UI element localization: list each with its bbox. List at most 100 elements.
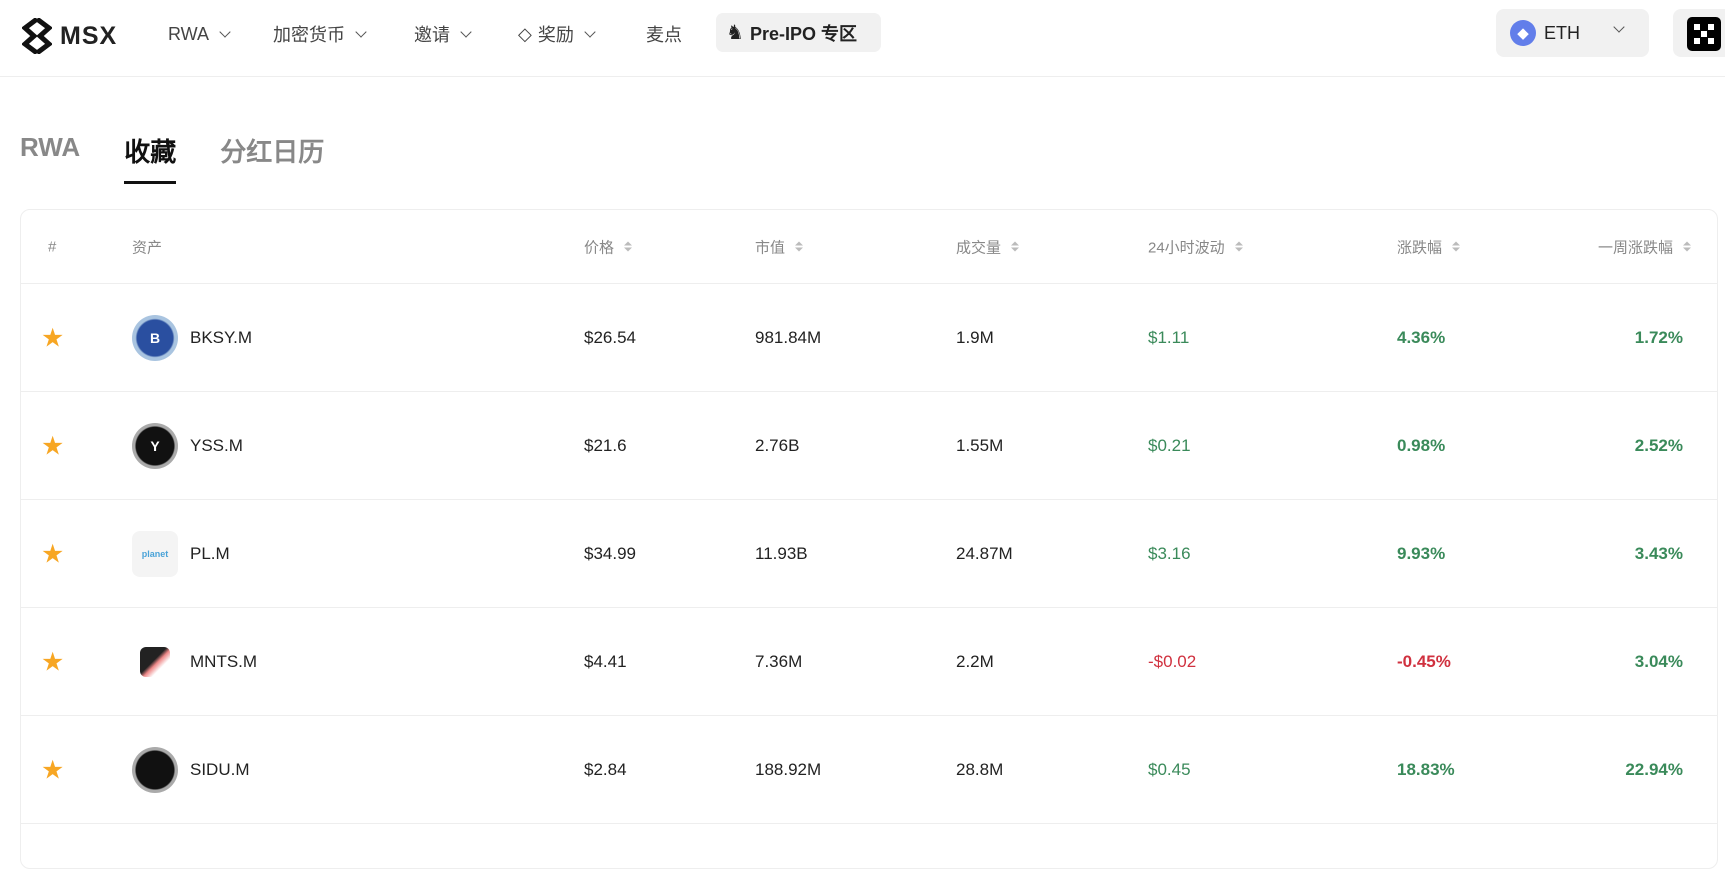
market-cap: 981.84M bbox=[755, 327, 822, 347]
change-24h: $1.11 bbox=[1148, 327, 1190, 347]
sort-icon[interactable] bbox=[1011, 241, 1020, 252]
week-change: 1.72% bbox=[1634, 327, 1683, 347]
asset-logo: Y bbox=[132, 422, 178, 469]
wallet-button[interactable] bbox=[1673, 9, 1725, 57]
asset-logo: B bbox=[132, 314, 178, 361]
asset-cell[interactable]: SIDU.M bbox=[132, 746, 250, 793]
preipo-label: Pre-IPO 专区 bbox=[749, 23, 857, 44]
nav-rewards[interactable]: ◇ 奖励 bbox=[518, 20, 598, 48]
market-cap: 2.76B bbox=[755, 435, 800, 455]
sort-icon[interactable] bbox=[1452, 241, 1461, 252]
chevron-down-icon bbox=[355, 26, 367, 38]
pct-change: 9.93% bbox=[1397, 543, 1446, 563]
header-week-change[interactable]: 一周涨跌幅 bbox=[1598, 236, 1691, 257]
volume: 24.87M bbox=[956, 543, 1013, 563]
asset-symbol: SIDU.M bbox=[190, 759, 250, 779]
favorite-star-icon[interactable]: ★ bbox=[41, 538, 65, 568]
asset-cell[interactable]: MNTS.M bbox=[132, 639, 257, 685]
pct-change: -0.45% bbox=[1397, 651, 1451, 671]
favorite-star-icon[interactable]: ★ bbox=[41, 646, 65, 676]
header-label: 一周涨跌幅 bbox=[1597, 239, 1673, 256]
asset-logo bbox=[132, 746, 178, 793]
diamond-icon: ◇ bbox=[518, 23, 532, 44]
chevron-down-icon bbox=[460, 26, 472, 38]
header-label: 24小时波动 bbox=[1148, 239, 1225, 256]
top-nav: MSX RWA 加密货币 邀请 ◇ 奖励 麦点 ♞ Pre-IPO 专区 ◆ ETH bbox=[0, 0, 1725, 77]
table-row[interactable]: ★ SIDU.M $2.84 188.92M 28.8M $0.45 18.83… bbox=[21, 716, 1717, 824]
header-volume[interactable]: 成交量 bbox=[956, 236, 1020, 257]
price: $2.84 bbox=[584, 759, 627, 779]
network-selector[interactable]: ◆ ETH bbox=[1496, 9, 1649, 57]
header-asset: 资产 bbox=[132, 236, 162, 257]
asset-symbol: PL.M bbox=[190, 543, 230, 563]
chevron-down-icon bbox=[584, 26, 596, 38]
nav-invite-label: 邀请 bbox=[414, 25, 450, 45]
header-label: 涨跌幅 bbox=[1397, 239, 1443, 256]
tab-rwa[interactable]: RWA bbox=[20, 132, 81, 162]
favorite-star-icon[interactable]: ★ bbox=[41, 754, 65, 784]
tab-dividend-calendar[interactable]: 分红日历 bbox=[220, 137, 325, 167]
sort-icon[interactable] bbox=[1234, 241, 1243, 252]
market-cap: 7.36M bbox=[755, 651, 803, 671]
volume: 1.55M bbox=[956, 435, 1004, 455]
chevron-down-icon bbox=[1613, 21, 1625, 33]
header-label: # bbox=[48, 238, 57, 255]
table-row[interactable]: ★ Y YSS.M $21.6 2.76B 1.55M $0.21 0.98% … bbox=[21, 392, 1717, 500]
asset-symbol: YSS.M bbox=[190, 435, 243, 455]
volume: 28.8M bbox=[956, 759, 1004, 779]
volume: 1.9M bbox=[956, 327, 994, 347]
tab-favorites[interactable]: 收藏 bbox=[124, 132, 177, 184]
favorite-star-icon[interactable]: ★ bbox=[41, 430, 65, 460]
nav-rwa-label: RWA bbox=[168, 23, 210, 44]
header-label: 成交量 bbox=[956, 239, 1002, 256]
asset-cell[interactable]: planet PL.M bbox=[132, 530, 230, 577]
change-24h: $3.16 bbox=[1148, 543, 1191, 563]
week-change: 22.94% bbox=[1625, 759, 1683, 779]
header-24h-change[interactable]: 24小时波动 bbox=[1148, 236, 1243, 257]
msx-logo[interactable]: MSX bbox=[22, 18, 117, 54]
nav-crypto[interactable]: 加密货币 bbox=[273, 20, 369, 48]
asset-symbol: MNTS.M bbox=[190, 651, 258, 671]
sort-icon[interactable] bbox=[795, 241, 804, 252]
nav-rwa[interactable]: RWA bbox=[168, 20, 233, 48]
nav-points[interactable]: 麦点 bbox=[646, 20, 682, 48]
network-label: ETH bbox=[1544, 22, 1580, 43]
change-24h: -$0.02 bbox=[1148, 651, 1197, 671]
header-market-cap[interactable]: 市值 bbox=[755, 236, 804, 257]
week-change: 3.43% bbox=[1634, 543, 1683, 563]
favorite-star-icon[interactable]: ★ bbox=[41, 322, 65, 352]
asset-cell[interactable]: B BKSY.M bbox=[132, 314, 253, 361]
table-row[interactable]: ★ MNTS.M $4.41 7.36M 2.2M -$0.02 -0.45% … bbox=[21, 608, 1717, 716]
header-label: 价格 bbox=[584, 239, 615, 256]
okx-wallet-icon bbox=[1687, 17, 1721, 51]
price: $34.99 bbox=[584, 543, 636, 563]
nav-invite[interactable]: 邀请 bbox=[414, 20, 474, 48]
preipo-button[interactable]: ♞ Pre-IPO 专区 bbox=[716, 13, 881, 52]
header-pct-change[interactable]: 涨跌幅 bbox=[1397, 236, 1461, 257]
asset-symbol: BKSY.M bbox=[190, 327, 253, 347]
unicorn-icon: ♞ bbox=[726, 22, 744, 44]
header-price[interactable]: 价格 bbox=[584, 236, 633, 257]
table-row[interactable]: ★ B BKSY.M $26.54 981.84M 1.9M $1.11 4.3… bbox=[21, 284, 1717, 392]
price: $21.6 bbox=[584, 435, 627, 455]
logo-text: MSX bbox=[60, 21, 118, 50]
price: $4.41 bbox=[584, 651, 627, 671]
volume: 2.2M bbox=[956, 651, 994, 671]
market-cap: 188.92M bbox=[755, 759, 822, 779]
nav-crypto-label: 加密货币 bbox=[273, 25, 345, 45]
nav-points-label: 麦点 bbox=[646, 25, 682, 45]
sort-icon[interactable] bbox=[624, 241, 633, 252]
nav-rewards-label: 奖励 bbox=[537, 25, 574, 45]
tab-bar: RWA 收藏 分红日历 bbox=[20, 132, 324, 184]
week-change: 3.04% bbox=[1634, 651, 1683, 671]
header-label: 市值 bbox=[755, 239, 786, 256]
table-row[interactable]: ★ planet PL.M $34.99 11.93B 24.87M $3.16… bbox=[21, 500, 1717, 608]
asset-cell[interactable]: Y YSS.M bbox=[132, 422, 243, 469]
ethereum-icon: ◆ bbox=[1510, 20, 1536, 46]
asset-logo: planet bbox=[132, 530, 178, 577]
change-24h: $0.45 bbox=[1148, 759, 1191, 779]
table-header: # 资产 价格 市值 成交量 24小时波动 涨跌幅 一周涨跌幅 bbox=[21, 210, 1717, 284]
sort-icon[interactable] bbox=[1683, 241, 1691, 252]
change-24h: $0.21 bbox=[1148, 435, 1191, 455]
chevron-down-icon bbox=[219, 26, 231, 38]
